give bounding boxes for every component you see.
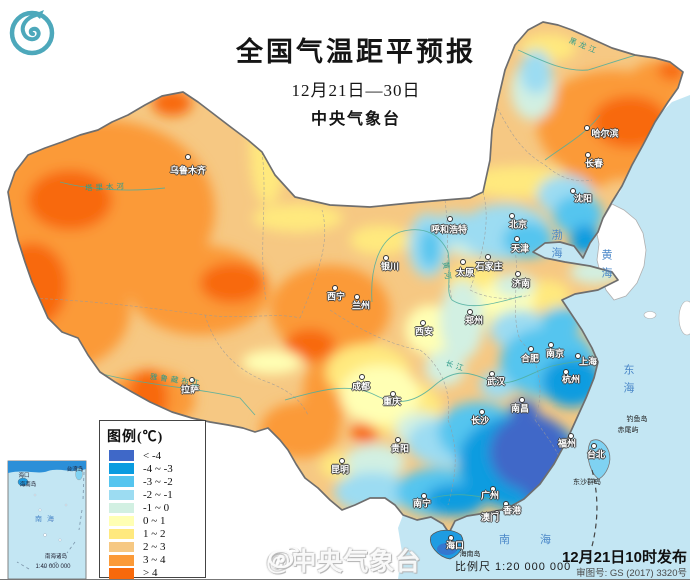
- city-dot: [591, 443, 597, 449]
- city-dot: [354, 294, 360, 300]
- city-dot: [515, 271, 521, 277]
- city-dot: [548, 342, 554, 348]
- legend-label: 1 ~ 2: [143, 528, 166, 541]
- sea-boundary-dashes: [587, 469, 598, 561]
- legend-swatch: [109, 515, 134, 527]
- city-dot: [509, 213, 515, 219]
- legend-label: -3 ~ -2: [143, 475, 173, 488]
- legend-label: 3 ~ 4: [143, 554, 166, 567]
- legend-swatch: [109, 502, 134, 514]
- city-dot: [485, 254, 491, 260]
- city-dot: [448, 535, 454, 541]
- city-dot: [359, 374, 365, 380]
- city-dot: [479, 409, 485, 415]
- city-dot: [568, 433, 574, 439]
- legend-row: < -4: [100, 449, 205, 462]
- city-dot: [189, 377, 195, 383]
- city-dot: [383, 255, 389, 261]
- taiwan-island: [587, 439, 611, 480]
- city-dot: [185, 154, 191, 160]
- legend-row: -3 ~ -2: [100, 475, 205, 488]
- weibo-icon: [268, 545, 301, 570]
- city-dot: [467, 309, 473, 315]
- legend-label: < -4: [143, 449, 162, 462]
- legend-title: 图例(℃): [107, 430, 164, 445]
- city-dot: [494, 510, 500, 516]
- legend-row: -4 ~ -3: [100, 462, 205, 475]
- legend-row: 1 ~ 2: [100, 528, 205, 541]
- city-dot: [447, 216, 453, 222]
- city-dot: [332, 285, 338, 291]
- legend-swatch: [109, 568, 134, 579]
- city-dot: [514, 236, 520, 242]
- hainan-cold-core: [437, 543, 457, 555]
- city-dot: [519, 397, 525, 403]
- legend-swatch: [109, 528, 134, 540]
- legend-label: > 4: [143, 567, 158, 580]
- city-dot: [585, 152, 591, 158]
- city-dot: [395, 437, 401, 443]
- city-dot: [570, 188, 576, 194]
- island: [678, 300, 690, 336]
- map-scale: 比例尺 1:20 000 000: [455, 561, 572, 573]
- legend-row: 0 ~ 1: [100, 514, 205, 527]
- city-dot: [390, 391, 396, 397]
- legend-label: 0 ~ 1: [143, 515, 166, 528]
- city-dot: [563, 369, 569, 375]
- legend-row: -1 ~ 0: [100, 501, 205, 514]
- legend-label: -1 ~ 0: [143, 501, 170, 514]
- city-dot: [528, 346, 534, 352]
- legend-swatch: [109, 476, 134, 487]
- province-borders: [24, 94, 593, 506]
- city-dot: [460, 259, 466, 265]
- city-dot: [421, 493, 427, 499]
- inset-map: [7, 460, 87, 579]
- legend-label: -4 ~ -3: [143, 462, 173, 475]
- city-dot: [339, 458, 345, 464]
- china-border: [7, 21, 684, 534]
- legend-label: -2 ~ -1: [143, 488, 173, 501]
- legend-row: -2 ~ -1: [100, 488, 205, 501]
- island: [643, 311, 657, 319]
- legend-label: 2 ~ 3: [143, 541, 166, 554]
- city-dot: [420, 320, 426, 326]
- city-dot: [575, 353, 581, 359]
- city-dot: [503, 501, 509, 507]
- city-dot: [489, 371, 495, 377]
- release-time: 12月21日10时发布: [561, 549, 687, 566]
- legend-swatch: [109, 450, 134, 461]
- approval-number: 审图号: GS (2017) 3320号: [576, 568, 687, 579]
- legend-row: 3 ~ 4: [100, 554, 205, 567]
- legend-swatch: [109, 489, 134, 501]
- legend-row: 2 ~ 3: [100, 541, 205, 554]
- city-dot: [490, 486, 496, 492]
- legend-row: > 4: [100, 567, 205, 580]
- city-dot: [584, 125, 590, 131]
- legend-swatch: [109, 541, 134, 553]
- legend-swatch: [109, 555, 134, 566]
- watermark: @中央气象台: [266, 542, 421, 578]
- legend-swatch: [109, 463, 134, 474]
